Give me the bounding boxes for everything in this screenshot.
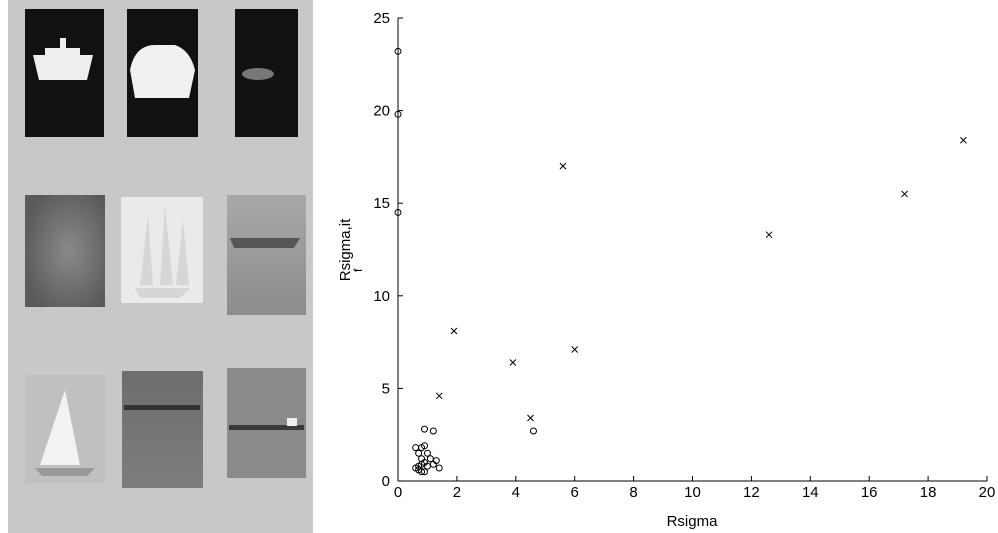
x-axis-label: Rsigma bbox=[667, 513, 719, 530]
x-tick-label: 10 bbox=[684, 484, 701, 501]
y-tick-label: 25 bbox=[373, 10, 390, 27]
data-point bbox=[412, 444, 420, 452]
y-tick-label: 15 bbox=[373, 195, 390, 212]
y-axis-label: Rsigma,it bbox=[337, 218, 354, 281]
data-point bbox=[571, 346, 579, 353]
data-point bbox=[423, 449, 431, 457]
data-point bbox=[559, 162, 567, 170]
x-tick-label: 2 bbox=[453, 484, 461, 501]
data-point bbox=[394, 208, 402, 216]
x-tick-label: 20 bbox=[979, 484, 996, 501]
data-point bbox=[415, 449, 423, 457]
data-point bbox=[509, 359, 517, 366]
x-tick-label: 14 bbox=[802, 484, 819, 501]
y-tick-label: 0 bbox=[382, 473, 390, 490]
data-point bbox=[421, 458, 429, 466]
y-tick-label: 5 bbox=[382, 380, 390, 397]
data-point bbox=[765, 231, 773, 239]
y-tick-label: 20 bbox=[373, 103, 390, 120]
y-tick-label: 10 bbox=[373, 288, 390, 305]
data-point bbox=[394, 110, 402, 118]
data-point bbox=[429, 460, 437, 468]
data-point bbox=[901, 190, 908, 198]
x-tick-label: 16 bbox=[861, 484, 878, 501]
data-point bbox=[421, 425, 429, 433]
data-point bbox=[529, 427, 537, 435]
data-point bbox=[960, 136, 967, 144]
data-point bbox=[421, 468, 429, 476]
data-point bbox=[435, 392, 443, 400]
x-tick-label: 8 bbox=[629, 484, 637, 501]
data-point bbox=[415, 462, 423, 470]
data-point bbox=[421, 442, 429, 450]
y-axis-label-subscript: f bbox=[351, 268, 365, 272]
x-tick-label: 0 bbox=[394, 484, 402, 501]
data-point bbox=[394, 47, 402, 55]
data-point bbox=[450, 327, 458, 335]
x-tick-label: 4 bbox=[512, 484, 520, 501]
x-tick-label: 12 bbox=[743, 484, 760, 501]
image-panel bbox=[8, 0, 313, 533]
data-point bbox=[435, 464, 443, 472]
x-tick-label: 18 bbox=[920, 484, 937, 501]
data-point bbox=[527, 414, 534, 422]
data-point bbox=[426, 455, 434, 463]
x-tick-label: 6 bbox=[571, 484, 579, 501]
data-point bbox=[429, 427, 437, 435]
data-point bbox=[418, 468, 426, 476]
